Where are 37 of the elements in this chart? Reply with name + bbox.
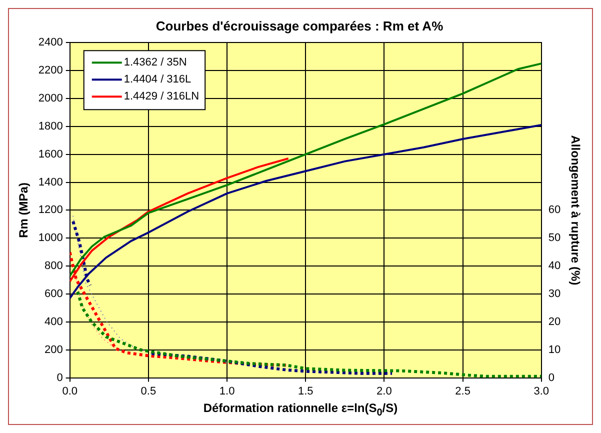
x-tick-label: 1.0 [219,385,235,398]
x-tick-label: 0.0 [62,385,78,398]
x-tick-label: 1.5 [298,385,314,398]
y-tick-label: 400 [44,316,63,328]
x-tick-label: 2.0 [376,385,392,398]
y-tick-label: 600 [44,288,63,300]
y-tick-label: 2200 [38,64,63,77]
y-tick-label: 1200 [38,204,63,216]
x-tick-label: 0.5 [140,385,156,398]
y2-tick-label: 30 [548,288,561,300]
y-tick-label: 1600 [38,148,63,160]
y-tick-label: 2400 [38,36,63,49]
y2-tick-label: 60 [548,204,561,216]
x-tick-label: 2.5 [455,385,470,398]
y-tick-label: 1000 [38,232,63,244]
legend-label: 1.4362 / 35N [124,56,187,69]
y2-tick-label: 0 [548,372,554,384]
x-tick-label: 3.0 [534,385,550,398]
chart-title: Courbes d'écrouissage comparées : Rm et A% [156,18,444,34]
y2-tick-label: 10 [548,344,561,356]
y-axis-title: Rm (MPa) [16,182,31,238]
legend-label: 1.4429 / 316LN [124,90,200,103]
y-tick-label: 0 [56,372,63,384]
line-series [72,215,152,354]
legend-label: 1.4404 / 316L [124,74,192,86]
y-tick-label: 1800 [38,120,63,132]
y-tick-label: 2000 [38,92,63,104]
x-axis-title: Déformation rationnelle ε=ln(S$_{0}$/S) [202,401,399,418]
y2-tick-label: 20 [548,316,561,328]
y2-tick-label: 50 [548,232,561,244]
y-tick-label: 800 [44,260,63,272]
y-tick-label: 1400 [38,176,63,188]
line-series [76,278,116,349]
y2-tick-label: 40 [548,260,561,272]
line-series [76,290,542,378]
y-tick-label: 200 [44,344,63,356]
y2-axis-title: Allongement à rupture (%) [568,135,582,286]
